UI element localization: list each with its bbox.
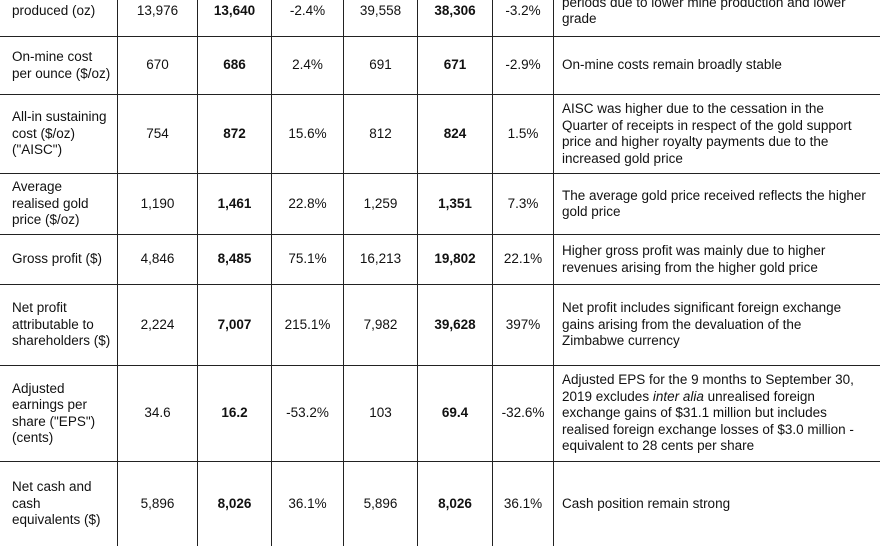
column-divider (553, 0, 554, 546)
value-cell: 872 (223, 125, 246, 141)
comment-cell: On-mine costs remain broadly stable (562, 57, 782, 73)
row-label: All-in sustaining cost ($/oz) ("AISC") (12, 109, 107, 158)
row-label: Net profit attributable to shareholders … (12, 300, 111, 349)
value-cell: 8,485 (217, 251, 252, 267)
value-cell: 670 (146, 57, 169, 73)
row-label: produced (oz) (12, 2, 96, 18)
comment-emphasis: inter alia (652, 388, 704, 404)
value-cell: 1.5% (507, 125, 539, 141)
comment-cell: AISC was higher due to the cessation in … (562, 101, 852, 166)
table-row: Average realised gold price ($/oz) 1,190… (0, 174, 880, 234)
value-cell: -2.9% (505, 57, 541, 73)
value-cell: 34.6 (144, 405, 171, 421)
value-cell: 754 (146, 125, 169, 141)
row-divider (0, 365, 880, 366)
table-row: On-mine cost per ounce ($/oz) 670 686 2.… (0, 37, 880, 94)
value-cell: 812 (369, 125, 392, 141)
column-divider (343, 0, 344, 546)
column-divider (417, 0, 418, 546)
value-cell: 75.1% (288, 251, 327, 267)
value-cell: 215.1% (284, 316, 331, 332)
value-cell: 15.6% (288, 125, 327, 141)
value-cell: 38,306 (434, 2, 476, 18)
table-row: All-in sustaining cost ($/oz) ("AISC") 7… (0, 95, 880, 173)
column-divider (117, 0, 118, 546)
comment-text: unrealised foreign exchange gains of $31… (562, 388, 854, 454)
column-divider (197, 0, 198, 546)
value-cell: 1,351 (438, 195, 472, 211)
value-cell: 8,026 (438, 495, 472, 511)
value-cell: 1,259 (363, 195, 398, 211)
value-cell: 36.1% (503, 495, 543, 511)
value-cell: 5,896 (363, 495, 398, 511)
value-cell: 1,461 (217, 195, 252, 211)
value-cell: 22.1% (503, 251, 543, 267)
value-cell: 691 (369, 57, 392, 73)
row-label: On-mine cost per ounce ($/oz) (12, 49, 111, 81)
value-cell: 7,007 (217, 316, 252, 332)
value-cell: 19,802 (434, 251, 476, 267)
value-cell: 2,224 (140, 316, 175, 332)
column-divider (271, 0, 272, 546)
comment-cell: Cash position remain strong (562, 495, 731, 511)
row-label: Net cash and cash equivalents ($) (12, 479, 101, 528)
table-row: produced (oz) 13,976 13,640 -2.4% 39,558… (0, 0, 880, 36)
table-row: Adjusted earnings per share ("EPS") (cen… (0, 366, 880, 461)
comment-cell: periods due to lower mine production and… (562, 0, 846, 26)
value-cell: 36.1% (288, 495, 327, 511)
comment-text: Adjusted EPS for the 9 months to Septemb… (562, 372, 854, 404)
row-label: Gross profit ($) (12, 251, 103, 267)
value-cell: -3.2% (505, 2, 541, 18)
value-cell: -2.4% (289, 2, 326, 18)
row-label: Average realised gold price ($/oz) (12, 179, 89, 228)
value-cell: -53.2% (286, 405, 329, 421)
value-cell: 5,896 (140, 495, 175, 511)
value-cell: 7.3% (507, 195, 539, 211)
comment-cell: Higher gross profit was mainly due to hi… (562, 243, 826, 275)
row-divider (0, 36, 880, 37)
value-cell: 2.4% (292, 57, 323, 73)
value-cell: 824 (443, 125, 467, 141)
value-cell: 69.4 (441, 405, 469, 421)
value-cell: 22.8% (288, 195, 327, 211)
row-divider (0, 234, 880, 235)
value-cell: 397% (505, 316, 541, 332)
value-cell: 686 (223, 57, 246, 73)
value-cell: 39,558 (359, 2, 402, 18)
value-cell: 4,846 (140, 251, 175, 267)
comment-cell: Adjusted EPS for the 9 months to Septemb… (562, 366, 866, 461)
value-cell: 1,190 (140, 195, 175, 211)
value-cell: 103 (369, 405, 392, 421)
value-cell: 13,976 (136, 2, 179, 18)
value-cell: 16.2 (221, 405, 248, 421)
value-cell: 7,982 (363, 316, 398, 332)
value-cell: 39,628 (434, 316, 476, 332)
table-row: Net cash and cash equivalents ($) 5,896 … (0, 462, 880, 546)
value-cell: 16,213 (359, 251, 402, 267)
value-cell: 671 (443, 57, 467, 73)
row-label: Adjusted earnings per share ("EPS") (cen… (12, 380, 96, 446)
value-cell: -32.6% (501, 405, 545, 421)
table-row: Gross profit ($) 4,846 8,485 75.1% 16,21… (0, 235, 880, 284)
comment-cell: Net profit includes significant foreign … (562, 300, 842, 349)
row-divider (0, 461, 880, 462)
value-cell: 13,640 (213, 2, 256, 18)
row-divider (0, 173, 880, 174)
table-row: Net profit attributable to shareholders … (0, 285, 880, 365)
comment-cell: The average gold price received reflects… (562, 187, 866, 220)
row-divider (0, 94, 880, 95)
value-cell: 8,026 (217, 495, 252, 511)
column-divider (492, 0, 493, 546)
row-divider (0, 284, 880, 285)
